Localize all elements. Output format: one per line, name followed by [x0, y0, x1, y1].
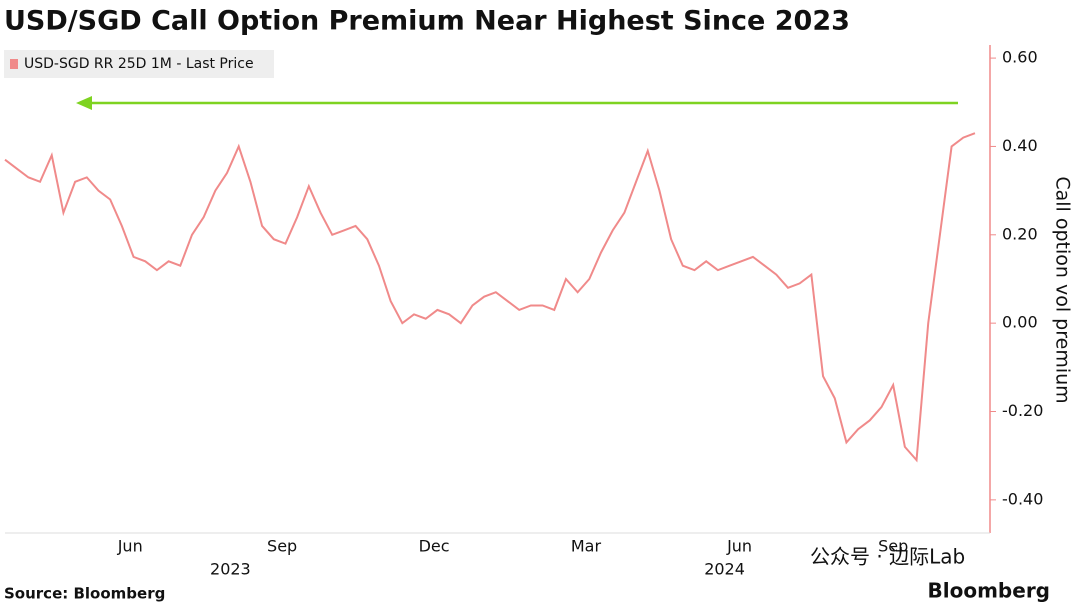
- y-tick-label: -0.40: [1002, 489, 1043, 508]
- x-tick-label: Sep: [267, 537, 297, 556]
- legend-label: USD-SGD RR 25D 1M - Last Price: [24, 56, 254, 72]
- year-label: 2023: [210, 560, 251, 579]
- chart-title: USD/SGD Call Option Premium Near Highest…: [4, 6, 850, 37]
- y-axis-label: Call option vol premium: [1052, 176, 1074, 403]
- x-tick-label: Mar: [571, 537, 602, 556]
- y-tick-label: 0.40: [1002, 136, 1038, 155]
- year-label: 2024: [704, 560, 745, 579]
- y-tick-label: 0.00: [1002, 313, 1038, 332]
- y-tick-label: -0.20: [1002, 401, 1043, 420]
- legend-box: [4, 50, 274, 78]
- watermark: 公众号 · 边际Lab: [810, 545, 965, 569]
- source: Source: Bloomberg: [4, 585, 165, 603]
- x-tick-label: Dec: [419, 537, 450, 556]
- arrow-head: [76, 96, 92, 110]
- y-tick-label: 0.20: [1002, 224, 1038, 243]
- series-line: [4, 132, 976, 463]
- x-tick-label: Sep: [878, 537, 908, 556]
- x-tick-label: Jun: [117, 537, 143, 556]
- x-tick-label: Jun: [726, 537, 752, 556]
- legend-swatch: [10, 59, 18, 69]
- brand: Bloomberg: [928, 579, 1050, 603]
- y-tick-label: 0.60: [1002, 48, 1038, 67]
